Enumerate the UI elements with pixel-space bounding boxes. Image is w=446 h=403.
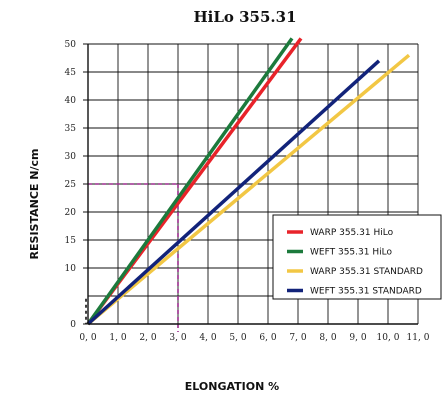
legend-label: WARP 355.31 HiLo (310, 228, 394, 238)
legend-box (272, 214, 442, 300)
y-tick-label: 15 (65, 236, 77, 246)
x-ticks: 0, 0 1, 0 2, 0 3, 0 4, 0 5, 0 6, 0 7, 0 8, 0 9, 0… (79, 333, 429, 343)
legend-label: WEFT 355.31 STANDARD (310, 287, 422, 297)
x-tick-label: 5, 0 (229, 333, 246, 343)
series-line (86, 37, 294, 326)
y-tick-label: 40 (65, 96, 77, 106)
x-tick-label: 10, 0 (377, 333, 400, 343)
x-tick-label: 9, 0 (349, 333, 366, 343)
legend: WARP 355.31 HiLo WEFT 355.31 HiLo WARP 355… (272, 214, 442, 300)
legend-label: WARP 355.31 STANDARD (310, 267, 423, 277)
y-tick-label: 30 (65, 152, 77, 162)
y-tick-label: 50 (65, 40, 77, 50)
series-line (86, 59, 381, 326)
series-lines (86, 37, 411, 326)
guide-lines (85, 183, 179, 332)
x-tick-label: 0, 0 (79, 333, 96, 343)
x-tick-label: 1, 0 (109, 333, 126, 343)
y-axis-label: RESISTANCE N/cm (28, 149, 41, 260)
y-tick-label: 0 (70, 320, 76, 330)
x-tick-label: 3, 0 (169, 333, 186, 343)
legend-label: WEFT 355.31 HiLo (310, 248, 392, 258)
x-tick-label: 2, 0 (139, 333, 156, 343)
x-axis-label: ELONGATION % (185, 380, 279, 393)
series-line (86, 53, 411, 326)
x-tick-label: 6, 0 (259, 333, 276, 343)
y-tick-label: 20 (65, 208, 77, 218)
x-tick-label: 8, 0 (319, 333, 336, 343)
chart-title: HiLo 355.31 (193, 8, 296, 26)
x-tick-label: 11, 0 (407, 333, 430, 343)
y-tick-label: 45 (65, 68, 77, 78)
y-tick-label: 25 (65, 180, 77, 190)
y-tick-label: 10 (65, 264, 77, 274)
y-ticks: 0 10 15 20 25 30 35 40 45 50 (65, 40, 88, 330)
x-tick-label: 4, 0 (199, 333, 216, 343)
x-tick-label: 7, 0 (289, 333, 306, 343)
y-tick-label: 35 (65, 124, 77, 134)
